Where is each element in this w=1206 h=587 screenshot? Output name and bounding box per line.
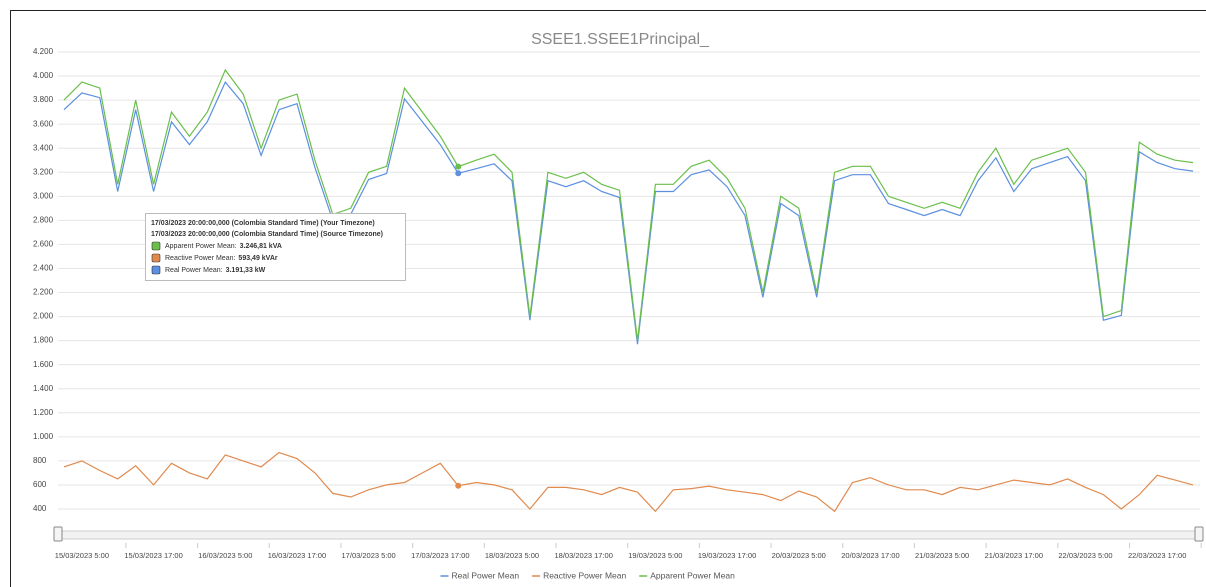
y-tick-label: 1.800 [33,336,54,345]
y-tick-label: 2.600 [33,240,54,249]
x-tick-label: 16/03/2023 5:00 [198,551,252,560]
y-tick-label: 1.200 [33,408,54,417]
navigator-handle[interactable] [53,526,63,542]
tooltip-swatch [151,241,161,251]
x-tick-label: 21/03/2023 17:00 [985,551,1043,560]
hover-marker [455,170,462,177]
frame [10,10,1206,587]
y-tick-label: 3.800 [33,95,54,104]
legend-label: Reactive Power Mean [543,570,626,580]
tooltip: 17/03/2023 20:00:00,000 (Colombia Standa… [145,213,406,281]
series-line [63,80,1194,345]
plot [63,68,1194,513]
tooltip-label: Apparent Power Mean: [165,243,237,250]
y-tick-label: 800 [33,456,47,465]
tooltip-swatch [151,265,161,275]
y-tick-label: 3.600 [33,119,54,128]
y-tick-label: 2.400 [33,264,54,273]
y-tick-label: 3.400 [33,143,54,152]
tooltip-line: 17/03/2023 20:00:00,000 (Colombia Standa… [151,231,383,238]
legend-label: Apparent Power Mean [650,570,735,580]
series-line [63,451,1194,513]
y-tick-label: 3.200 [33,167,54,176]
series-line [63,68,1194,341]
y-tick-label: 2.800 [33,215,54,224]
x-axis: 15/03/2023 5:00 15/03/2023 17:00 16/03/202… [55,543,1202,560]
x-tick-label: 21/03/2023 5:00 [915,551,969,560]
y-tick-label: 400 [33,504,47,513]
x-tick-label: 19/03/2023 17:00 [698,551,756,560]
x-tick-label: 16/03/2023 17:00 [268,551,326,560]
tooltip-line: 17/03/2023 20:00:00,000 (Colombia Standa… [151,220,375,227]
y-tick-label: 4.000 [33,71,54,80]
x-tick-label: 22/03/2023 5:00 [1058,551,1112,560]
navigator-handle[interactable] [1194,526,1204,542]
x-tick-label: 18/03/2023 5:00 [485,551,539,560]
legend: Real Power Mean Reactive Power Mean Appare… [440,570,735,580]
y-tick-label: 4.200 [33,47,54,56]
hover-marker [455,163,462,170]
tooltip-label: Real Power Mean: [165,267,223,274]
x-tick-label: 18/03/2023 17:00 [555,551,613,560]
x-tick-label: 17/03/2023 17:00 [411,551,469,560]
x-tick-label: 15/03/2023 5:00 [55,551,109,560]
tooltip-box [145,213,406,281]
navigator [53,526,1204,542]
x-tick-label: 19/03/2023 5:00 [628,551,682,560]
x-tick-label: 15/03/2023 17:00 [124,551,182,560]
tooltip-value: 3.246,81 kVA [240,243,282,250]
x-tick-label: 20/03/2023 5:00 [772,551,826,560]
tooltip-swatch [151,253,161,263]
y-tick-label: 2.200 [33,288,54,297]
hover-marker [455,482,462,489]
y-tick-label: 1.000 [33,432,54,441]
y-tick-label: 1.400 [33,384,54,393]
x-tick-label: 20/03/2023 17:00 [841,551,899,560]
tooltip-label: Reactive Power Mean: [165,255,235,262]
x-tick-label: 22/03/2023 17:00 [1128,551,1186,560]
x-tick-label: 17/03/2023 5:00 [342,551,396,560]
chart-title: SSEE1.SSEE1Principal_ [531,31,710,48]
y-tick-label: 2.000 [33,312,54,321]
tooltip-value: 3.191,33 kW [226,267,266,274]
navigator-track [57,530,1201,540]
y-tick-label: 1.600 [33,360,54,369]
y-tick-label: 600 [33,480,47,489]
tooltip-value: 593,49 kVAr [238,255,277,262]
y-tick-label: 3.000 [33,191,54,200]
legend-label: Real Power Mean [452,570,520,580]
